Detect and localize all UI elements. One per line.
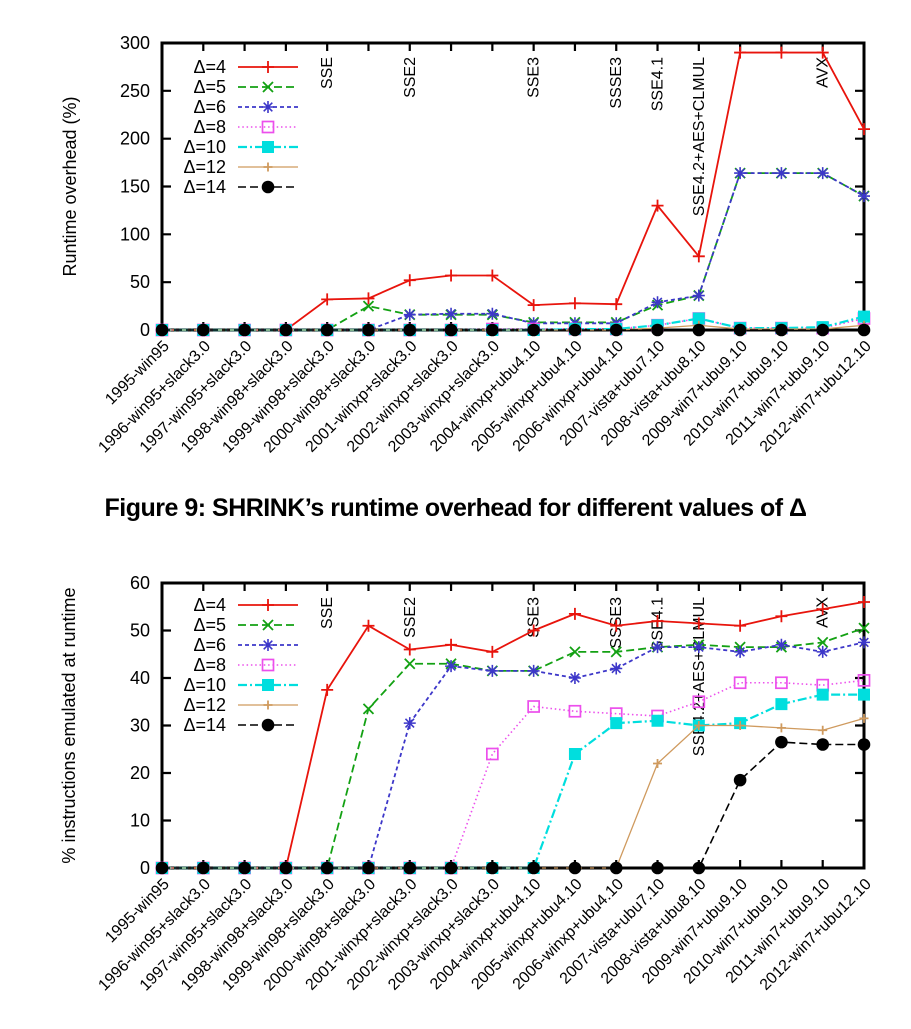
svg-text:SSE2: SSE2 <box>402 57 419 98</box>
svg-text:10: 10 <box>130 811 150 831</box>
chart-canvas: 0 50 100 150 200 250 3001995-win951996-win95+s… <box>60 33 875 456</box>
series-delta-14 <box>155 323 871 337</box>
svg-text:SSE2: SSE2 <box>402 597 419 638</box>
svg-text:60: 60 <box>130 573 150 593</box>
series-delta-10 <box>156 310 870 336</box>
svg-text:20: 20 <box>130 763 150 783</box>
legend-label: Δ=12 <box>183 157 226 177</box>
svg-text:0: 0 <box>140 320 150 340</box>
series-delta-4 <box>156 596 870 874</box>
legend-label: Δ=5 <box>193 77 226 97</box>
svg-text:100: 100 <box>120 224 150 244</box>
series-delta-6 <box>156 636 870 874</box>
y-axis: 0 50 100 150 200 250 300 <box>120 33 864 340</box>
svg-text:SSE4.1: SSE4.1 <box>650 57 667 111</box>
chart-canvas: 0 10 20 30 40 50 601995-win951996-win95+slack3… <box>59 573 875 994</box>
y-axis-title: Runtime overhead (%) <box>60 96 80 276</box>
svg-text:200: 200 <box>120 129 150 149</box>
svg-text:40: 40 <box>130 668 150 688</box>
legend: Δ=4Δ=5Δ=6Δ=8Δ=10Δ=12Δ=14 <box>183 595 298 735</box>
series-delta-6 <box>156 167 870 336</box>
svg-text:SSE4.2+AES+CLMUL: SSE4.2+AES+CLMUL <box>691 597 708 756</box>
svg-text:SSE: SSE <box>319 597 336 629</box>
runtime-overhead-chart: 0 50 100 150 200 250 300 1995-win95 1996-win95+s… <box>0 0 911 482</box>
svg-text:30: 30 <box>130 716 150 736</box>
svg-text:AVX: AVX <box>815 57 832 88</box>
x-axis: 1995-win951996-win95+slack3.01997-win95+… <box>95 43 875 456</box>
svg-text:300: 300 <box>120 33 150 53</box>
svg-text:50: 50 <box>130 621 150 641</box>
cpu-feature-annotations: SSE SSE2 SSE3 SSSE3 SSE4.1 SSE4.2+AES+CLMUL AV… <box>319 597 832 757</box>
svg-text:SSE4.2+AES+CLMUL: SSE4.2+AES+CLMUL <box>691 57 708 216</box>
legend-label: Δ=6 <box>193 635 226 655</box>
legend-label: Δ=12 <box>183 695 226 715</box>
y-axis-title: % instructions emulated at runtime <box>59 587 79 863</box>
legend-label: Δ=4 <box>193 57 226 77</box>
series-delta-5 <box>156 622 870 874</box>
svg-text:250: 250 <box>120 81 150 101</box>
series-delta-8 <box>155 312 871 337</box>
legend-label: Δ=14 <box>183 715 226 735</box>
instructions-emulated-chart: 0 10 20 30 40 50 60 1995-win95 1996-win95+slack3… <box>0 545 911 1024</box>
svg-text:SSE3: SSE3 <box>526 57 543 98</box>
x-axis: 1995-win951996-win95+slack3.01997-win95+… <box>95 583 875 994</box>
svg-text:0: 0 <box>140 858 150 878</box>
legend-label: Δ=5 <box>193 615 226 635</box>
legend-label: Δ=14 <box>183 177 226 197</box>
svg-text:50: 50 <box>130 272 150 292</box>
legend-label: Δ=6 <box>193 97 226 117</box>
series-delta-10 <box>156 688 870 874</box>
legend-label: Δ=10 <box>183 675 226 695</box>
legend-label: Δ=10 <box>183 137 226 157</box>
figure-caption: Figure 9: SHRINK’s runtime overhead for … <box>104 494 807 522</box>
series-delta-14 <box>155 735 871 875</box>
legend: Δ=4Δ=5Δ=6Δ=8Δ=10Δ=12Δ=14 <box>183 57 298 197</box>
series-delta-5 <box>156 167 870 336</box>
series-delta-4 <box>156 46 870 336</box>
svg-text:SSSE3: SSSE3 <box>608 57 625 109</box>
svg-text:SSE: SSE <box>319 57 336 89</box>
legend-label: Δ=8 <box>193 117 226 137</box>
legend-label: Δ=4 <box>193 595 226 615</box>
cpu-feature-annotations: SSE SSE2 SSE3 SSSE3 SSE4.1 SSE4.2+AES+CLMUL AV… <box>319 57 832 217</box>
legend-label: Δ=8 <box>193 655 226 675</box>
svg-text:150: 150 <box>120 177 150 197</box>
series-delta-12 <box>157 713 869 873</box>
